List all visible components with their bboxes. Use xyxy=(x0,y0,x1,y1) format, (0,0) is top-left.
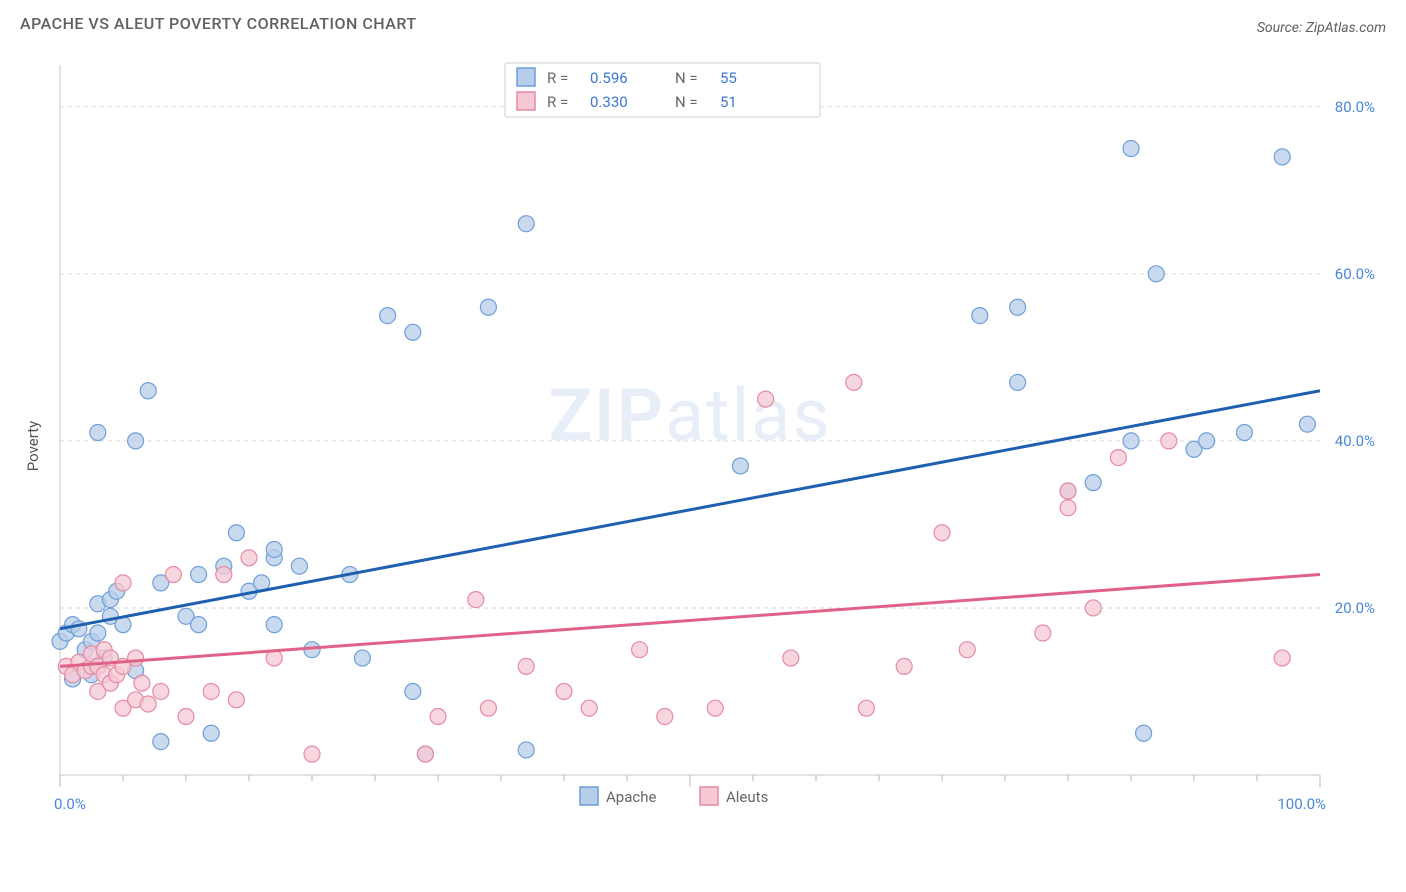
data-point xyxy=(959,642,975,658)
data-point xyxy=(354,650,370,666)
legend-swatch-aleuts xyxy=(517,92,535,110)
data-point xyxy=(657,709,673,725)
data-point xyxy=(203,683,219,699)
y-tick-label: 80.0% xyxy=(1335,98,1375,116)
data-point xyxy=(1299,416,1315,432)
data-point xyxy=(153,734,169,750)
data-point xyxy=(518,742,534,758)
y-tick-label: 40.0% xyxy=(1335,432,1375,450)
data-point xyxy=(1236,425,1252,441)
data-point xyxy=(153,683,169,699)
data-point xyxy=(518,658,534,674)
data-point xyxy=(972,308,988,324)
legend-n-label: N = xyxy=(675,69,698,87)
x-tick-label: 100.0% xyxy=(1277,795,1326,813)
data-point xyxy=(128,650,144,666)
data-point xyxy=(896,658,912,674)
data-point xyxy=(90,625,106,641)
data-point xyxy=(134,675,150,691)
data-point xyxy=(1161,433,1177,449)
data-point xyxy=(581,700,597,716)
trend-line-apache xyxy=(60,391,1320,629)
y-axis-label: Poverty xyxy=(24,421,42,471)
legend-r-value: 0.596 xyxy=(590,69,628,87)
data-point xyxy=(291,558,307,574)
data-point xyxy=(480,700,496,716)
data-point xyxy=(1085,475,1101,491)
data-point xyxy=(380,308,396,324)
legend-r-value: 0.330 xyxy=(590,93,628,111)
legend-label-apache: Apache xyxy=(606,788,656,806)
legend-label-aleuts: Aleuts xyxy=(726,788,768,806)
data-point xyxy=(1148,266,1164,282)
legend-swatch-aleuts xyxy=(700,787,718,805)
chart-page: APACHE VS ALEUT POVERTY CORRELATION CHAR… xyxy=(0,0,1406,892)
data-point xyxy=(758,391,774,407)
data-point xyxy=(1123,141,1139,157)
data-point xyxy=(556,683,572,699)
data-point xyxy=(405,683,421,699)
y-tick-label: 20.0% xyxy=(1335,599,1375,617)
data-point xyxy=(1085,600,1101,616)
data-point xyxy=(203,725,219,741)
data-point xyxy=(115,575,131,591)
data-point xyxy=(1010,374,1026,390)
data-point xyxy=(178,709,194,725)
data-point xyxy=(417,746,433,762)
data-point xyxy=(430,709,446,725)
data-point xyxy=(128,433,144,449)
data-point xyxy=(518,216,534,232)
data-point xyxy=(241,550,257,566)
data-point xyxy=(140,696,156,712)
data-point xyxy=(1110,450,1126,466)
scatter-plot-svg: 20.0% 40.0% 60.0% 80.0% 0.0% 100.0% ZIPatlas R … xyxy=(50,55,1380,825)
data-point xyxy=(846,374,862,390)
source-attribution: Source: ZipAtlas.com xyxy=(1257,20,1386,36)
data-point xyxy=(1274,149,1290,165)
watermark: ZIPatlas xyxy=(548,373,831,458)
data-point xyxy=(140,383,156,399)
data-point xyxy=(707,700,723,716)
data-point xyxy=(732,458,748,474)
legend-bottom: Apache Aleuts xyxy=(580,787,768,806)
data-point xyxy=(858,700,874,716)
data-point xyxy=(480,299,496,315)
legend-swatch-apache xyxy=(580,787,598,805)
data-point xyxy=(1274,650,1290,666)
legend-n-label: N = xyxy=(675,93,698,111)
legend-n-value: 55 xyxy=(720,69,737,87)
legend-r-label: R = xyxy=(547,69,568,87)
data-point xyxy=(1199,433,1215,449)
legend-n-value: 51 xyxy=(720,93,737,111)
data-point xyxy=(228,525,244,541)
chart-title: APACHE VS ALEUT POVERTY CORRELATION CHAR… xyxy=(20,14,417,33)
data-point xyxy=(228,692,244,708)
plot-area: 20.0% 40.0% 60.0% 80.0% 0.0% 100.0% ZIPatlas R … xyxy=(50,55,1380,825)
data-point xyxy=(266,617,282,633)
data-point xyxy=(1010,299,1026,315)
y-tick-label: 60.0% xyxy=(1335,265,1375,283)
data-point xyxy=(405,324,421,340)
data-point xyxy=(468,592,484,608)
data-point xyxy=(783,650,799,666)
data-point xyxy=(216,567,232,583)
legend-swatch-apache xyxy=(517,68,535,86)
data-point xyxy=(1060,500,1076,516)
data-point xyxy=(90,425,106,441)
legend-top: R = 0.596 N = 55 R = 0.330 N = 51 xyxy=(505,63,820,117)
data-point xyxy=(266,541,282,557)
data-point xyxy=(934,525,950,541)
data-point xyxy=(191,617,207,633)
x-tick-label: 0.0% xyxy=(54,795,86,813)
data-point xyxy=(304,746,320,762)
data-point xyxy=(1060,483,1076,499)
data-point xyxy=(191,567,207,583)
data-point xyxy=(1035,625,1051,641)
data-point xyxy=(632,642,648,658)
data-point xyxy=(1123,433,1139,449)
series-apache xyxy=(52,141,1315,763)
data-point xyxy=(1136,725,1152,741)
data-point xyxy=(165,567,181,583)
legend-r-label: R = xyxy=(547,93,568,111)
